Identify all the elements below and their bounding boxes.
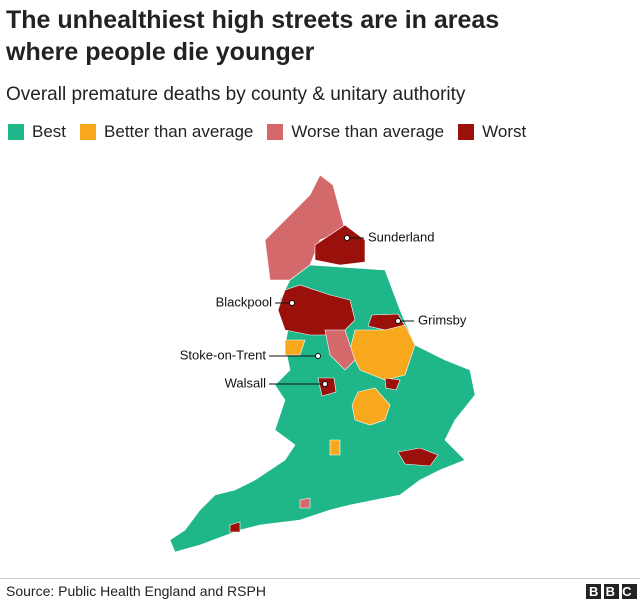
legend-label: Worse than average xyxy=(291,122,445,141)
region-better xyxy=(284,339,306,356)
title-line: where people die younger xyxy=(6,38,315,66)
place-dot xyxy=(289,300,295,306)
dots xyxy=(289,235,401,387)
source: Source: Public Health England and RSPH xyxy=(6,583,266,599)
region-worse xyxy=(264,174,346,281)
place-dot xyxy=(344,235,350,241)
title: The unhealthiest high streets are in are… xyxy=(6,4,499,68)
region-worst xyxy=(277,284,356,336)
legend: Best Better than average Worse than averag… xyxy=(8,122,526,142)
legend-swatch xyxy=(80,124,97,140)
england-map xyxy=(169,174,476,553)
place-dot xyxy=(395,318,401,324)
region-worst xyxy=(314,224,366,266)
region-better xyxy=(351,387,391,426)
legend-label: Better than average xyxy=(104,122,254,141)
legend-swatch xyxy=(458,124,475,140)
place-dot xyxy=(315,353,321,359)
region-better xyxy=(329,439,341,456)
legend-item: Best xyxy=(8,122,66,142)
region-worse xyxy=(299,497,311,509)
place-label: Blackpool xyxy=(216,294,272,309)
region-worse xyxy=(324,329,356,371)
place-dot xyxy=(322,381,328,387)
legend-item: Better than average xyxy=(80,122,253,142)
place-label: Grimsby xyxy=(418,312,467,327)
legend-label: Worst xyxy=(482,122,527,141)
bbc-logo: BBC xyxy=(586,584,639,599)
legend-swatch xyxy=(8,124,24,140)
subtitle: Overall premature deaths by county & uni… xyxy=(6,84,466,105)
place-label: Stoke-on-Trent xyxy=(180,347,267,362)
logo-box xyxy=(586,584,601,599)
title-line: The unhealthiest high streets are in are… xyxy=(6,6,500,34)
logo-box xyxy=(622,584,637,599)
place-label: Sunderland xyxy=(368,229,435,244)
legend-item: Worse than average xyxy=(267,122,444,142)
legend-label: Best xyxy=(32,122,67,141)
logo-box xyxy=(604,584,619,599)
region-worst xyxy=(397,447,439,467)
region-worst xyxy=(384,377,401,391)
divider xyxy=(0,578,640,579)
legend-swatch xyxy=(267,124,284,140)
place-label: Walsall xyxy=(225,375,267,390)
region-worst xyxy=(229,521,241,533)
legend-item: Worst xyxy=(458,122,526,142)
logo-text: BBC xyxy=(589,584,639,599)
